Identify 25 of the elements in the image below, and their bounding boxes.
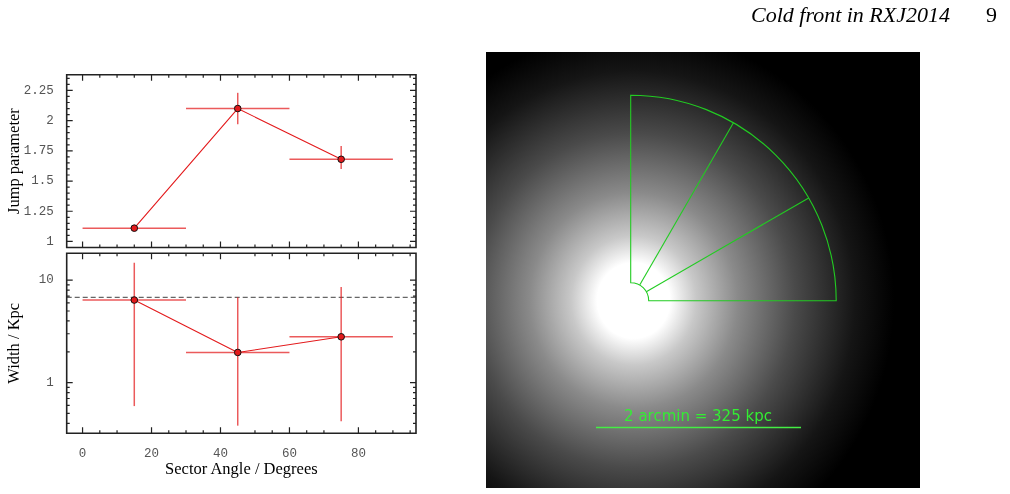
text: 2 arcmin = 325 kpc <box>623 406 773 426</box>
point <box>130 224 139 232</box>
x-tick-label: 40 <box>212 447 228 462</box>
y-tick-label: 1.75 <box>23 144 54 159</box>
x-tick-label: 80 <box>350 447 366 462</box>
x-tick-label: 0 <box>78 447 87 462</box>
point <box>337 333 345 341</box>
y-tick-label: 1 <box>46 375 54 390</box>
x-tick-label: 20 <box>144 447 160 462</box>
point <box>337 155 345 164</box>
point <box>130 296 139 304</box>
x-axis-title: Sector Angle / Degrees <box>165 459 318 479</box>
y-tick-label: 1.25 <box>23 204 54 219</box>
y-tick-label: 2.25 <box>23 83 54 98</box>
y-axis-title: Jump parameter <box>3 107 23 215</box>
text: Cold front in RXJ2014 <box>750 2 950 27</box>
y-tick-label: 1 <box>46 234 54 249</box>
point <box>233 348 242 357</box>
y-axis-title: Width / Kpc <box>3 302 23 384</box>
point <box>233 104 242 113</box>
y-tick-label: 10 <box>38 273 54 288</box>
y-tick-label: 2 <box>46 113 54 128</box>
y-tick-label: 1.5 <box>31 174 54 189</box>
text: 9 <box>986 2 997 27</box>
x-tick-label: 60 <box>281 447 297 462</box>
